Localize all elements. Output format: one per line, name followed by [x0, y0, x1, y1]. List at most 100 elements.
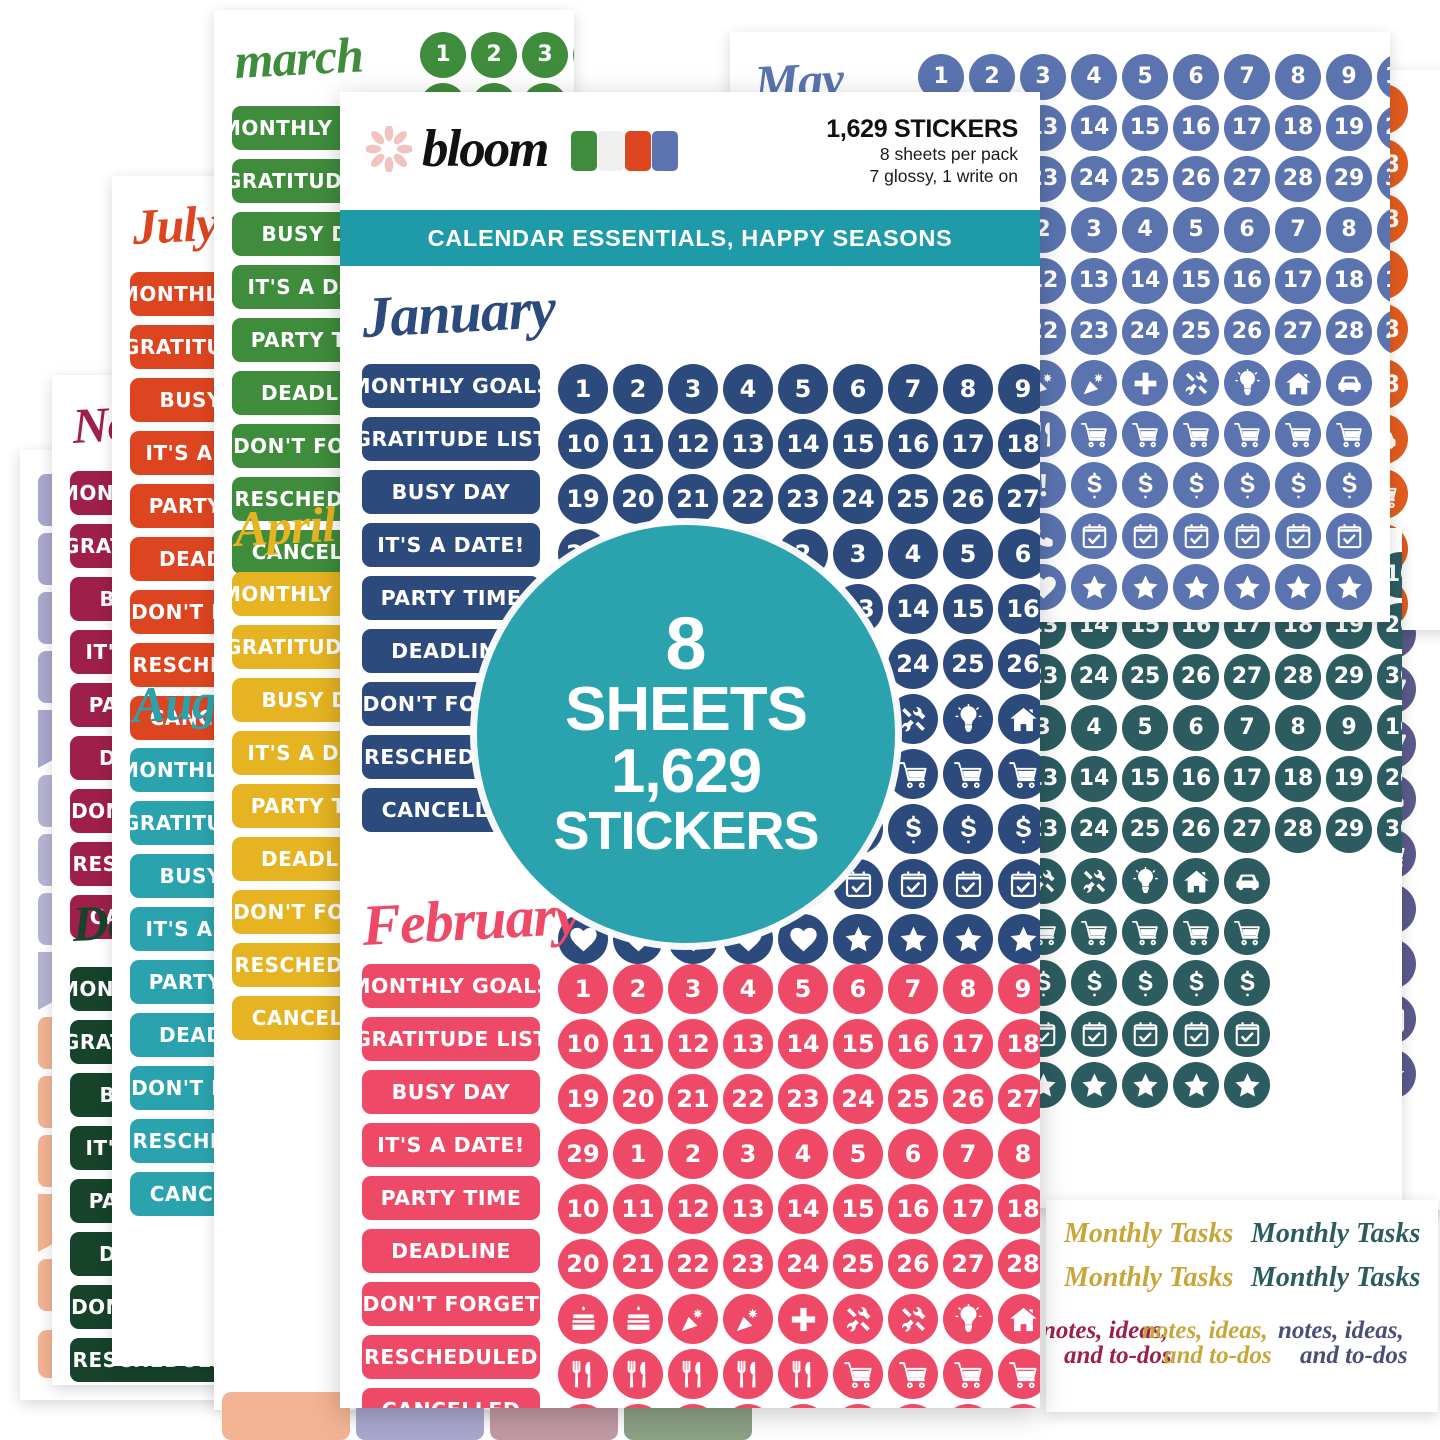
february-day-7[interactable]: 7 [888, 964, 938, 1014]
shopping-cart-icon[interactable] [998, 1349, 1040, 1399]
may-day-24[interactable]: 24 [1071, 156, 1117, 202]
dollar-icon[interactable] [1275, 462, 1321, 508]
medical-cross-icon[interactable] [1122, 360, 1168, 406]
january-day-16[interactable]: 16 [998, 584, 1040, 634]
february-day-16[interactable]: 16 [888, 1184, 938, 1234]
january-day-16[interactable]: 16 [888, 419, 938, 469]
january-day-2[interactable]: 2 [613, 364, 663, 414]
january-day-26[interactable]: 26 [943, 474, 993, 524]
may-day-13[interactable]: 13 [1071, 258, 1117, 304]
january-day-4[interactable]: 4 [723, 364, 773, 414]
january-day-27[interactable]: 27 [998, 474, 1040, 524]
star-icon[interactable] [1224, 564, 1270, 610]
calendar-check-icon[interactable] [1071, 1011, 1117, 1057]
lightbulb-icon[interactable] [943, 694, 993, 744]
march-day-3[interactable]: 3 [522, 32, 568, 78]
may-day-26[interactable]: 26 [1173, 156, 1219, 202]
february-day-28[interactable]: 28 [998, 1239, 1040, 1289]
february-day-21[interactable]: 21 [613, 1239, 663, 1289]
february-day-17[interactable]: 17 [943, 1019, 993, 1069]
january-day-5[interactable]: 5 [778, 364, 828, 414]
june-day-29[interactable]: 29 [1326, 654, 1372, 700]
february-day-26[interactable]: 26 [888, 1239, 938, 1289]
may-day-19[interactable]: 19 [1377, 258, 1390, 304]
february-day-14[interactable]: 14 [778, 1019, 828, 1069]
may-day-28[interactable]: 28 [1275, 156, 1321, 202]
june-day-6[interactable]: 6 [1173, 705, 1219, 751]
february-day-17[interactable]: 17 [943, 1184, 993, 1234]
january-day-25[interactable]: 25 [943, 639, 993, 689]
may-day-24[interactable]: 24 [1122, 309, 1168, 355]
january-day-26[interactable]: 26 [998, 639, 1040, 689]
february-day-2[interactable]: 2 [613, 964, 663, 1014]
june-day-5[interactable]: 5 [1122, 705, 1168, 751]
june-day-27[interactable]: 27 [1224, 807, 1270, 853]
february-day-12[interactable]: 12 [668, 1019, 718, 1069]
shopping-cart-icon[interactable] [1071, 411, 1117, 457]
january-day-24[interactable]: 24 [833, 474, 883, 524]
june-day-27[interactable]: 27 [1224, 654, 1270, 700]
january-day-5[interactable]: 5 [943, 529, 993, 579]
june-day-18[interactable]: 18 [1275, 756, 1321, 802]
march-day-2[interactable]: 2 [471, 32, 517, 78]
may-day-4[interactable]: 4 [1122, 207, 1168, 253]
february-day-29[interactable]: 29 [558, 1129, 608, 1179]
february-label-9[interactable]: CANCELLED [362, 1388, 540, 1408]
notes-ideas-todos-label-2[interactable]: notes, ideas, and to-dos [1142, 1318, 1272, 1368]
utensils-icon[interactable] [558, 1349, 608, 1399]
january-day-14[interactable]: 14 [778, 419, 828, 469]
calendar-check-icon[interactable] [1173, 1011, 1219, 1057]
january-day-13[interactable]: 13 [723, 419, 773, 469]
cake-icon[interactable] [558, 1294, 608, 1344]
june-day-30[interactable]: 30 [1377, 654, 1402, 700]
february-day-3[interactable]: 3 [723, 1129, 773, 1179]
shopping-cart-icon[interactable] [943, 1349, 993, 1399]
january-day-6[interactable]: 6 [998, 529, 1040, 579]
june-day-16[interactable]: 16 [1173, 756, 1219, 802]
shopping-cart-icon[interactable] [1224, 411, 1270, 457]
june-day-25[interactable]: 25 [1122, 654, 1168, 700]
february-label-7[interactable]: DON'T FORGET [362, 1282, 540, 1326]
may-day-14[interactable]: 14 [1071, 105, 1117, 151]
shopping-cart-icon[interactable] [1173, 411, 1219, 457]
april-label-8[interactable]: RESCHEDULED [232, 943, 407, 987]
february-day-1[interactable]: 1 [613, 1129, 663, 1179]
dollar-icon[interactable] [943, 804, 993, 854]
shopping-cart-icon[interactable] [888, 749, 938, 799]
january-day-19[interactable]: 19 [558, 474, 608, 524]
february-label-5[interactable]: PARTY TIME [362, 1176, 540, 1220]
heart-icon[interactable] [778, 914, 828, 964]
january-day-4[interactable]: 4 [888, 529, 938, 579]
june-day-9[interactable]: 9 [1326, 705, 1372, 751]
dollar-icon[interactable] [943, 1404, 993, 1408]
star-icon[interactable] [1071, 1062, 1117, 1108]
january-day-6[interactable]: 6 [833, 364, 883, 414]
exclamation-icon[interactable] [723, 1404, 773, 1408]
star-icon[interactable] [1071, 564, 1117, 610]
shopping-cart-icon[interactable] [1224, 909, 1270, 955]
car-icon[interactable] [1224, 858, 1270, 904]
shopping-cart-icon[interactable] [1275, 411, 1321, 457]
may-day-30[interactable]: 30 [1377, 156, 1390, 202]
party-popper-icon[interactable] [1071, 360, 1117, 406]
february-day-10[interactable]: 10 [558, 1184, 608, 1234]
february-label-2[interactable]: GRATITUDE LIST [362, 1017, 540, 1061]
may-day-17[interactable]: 17 [1275, 258, 1321, 304]
house-icon[interactable] [998, 694, 1040, 744]
march-day-4[interactable]: 4 [573, 32, 574, 78]
january-label-1[interactable]: MONTHLY GOALS [362, 364, 540, 408]
tools-icon[interactable] [1173, 360, 1219, 406]
shopping-cart-icon[interactable] [1071, 909, 1117, 955]
june-day-10[interactable]: 10 [1377, 705, 1402, 751]
january-day-17[interactable]: 17 [943, 419, 993, 469]
february-day-21[interactable]: 21 [668, 1074, 718, 1124]
lightbulb-icon[interactable] [1122, 858, 1168, 904]
june-day-19[interactable]: 19 [1326, 756, 1372, 802]
utensils-icon[interactable] [668, 1349, 718, 1399]
calendar-check-icon[interactable] [1122, 1011, 1168, 1057]
february-day-22[interactable]: 22 [723, 1074, 773, 1124]
may-day-8[interactable]: 8 [1326, 207, 1372, 253]
star-icon[interactable] [1122, 564, 1168, 610]
june-day-29[interactable]: 29 [1326, 807, 1372, 853]
february-day-24[interactable]: 24 [833, 1074, 883, 1124]
